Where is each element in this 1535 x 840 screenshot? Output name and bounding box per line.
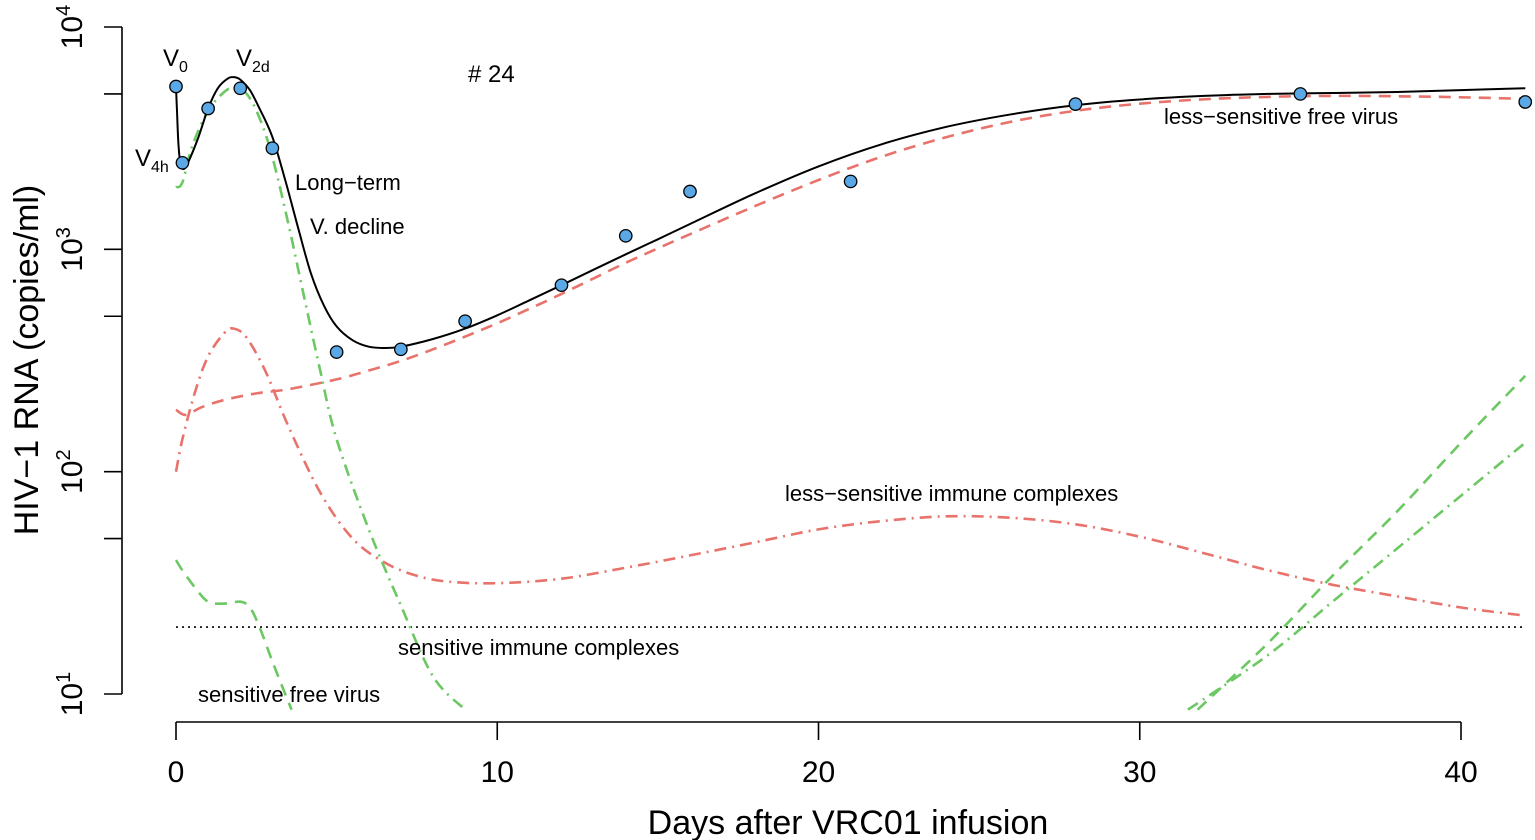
y-tick-label: 103 bbox=[53, 227, 89, 271]
data-point bbox=[175, 155, 190, 170]
v2d-main: V bbox=[236, 45, 252, 72]
x-tick-label: 0 bbox=[168, 756, 185, 789]
less-sensitive-free-virus-label: less−sensitive free virus bbox=[1164, 104, 1398, 129]
v4h-sub: 4h bbox=[151, 159, 169, 176]
data-point bbox=[618, 228, 633, 243]
x-axis-ticks: 0 10 20 30 40 bbox=[168, 722, 1478, 789]
series-line-less-sensitive-free-virus bbox=[175, 94, 1526, 417]
data-point bbox=[1293, 87, 1308, 101]
v0-label: V0 bbox=[163, 45, 188, 76]
sensitive-free-virus-label: sensitive free virus bbox=[198, 682, 380, 707]
v4h-main: V bbox=[135, 145, 151, 172]
data-point bbox=[458, 314, 472, 329]
v2d-label: V2d bbox=[236, 45, 270, 76]
data-point bbox=[1068, 97, 1083, 111]
data-point bbox=[394, 342, 408, 357]
data-point bbox=[554, 278, 569, 293]
data-point bbox=[843, 174, 858, 189]
x-tick-label: 30 bbox=[1123, 756, 1156, 789]
x-tick-label: 20 bbox=[802, 756, 835, 789]
observed-points bbox=[169, 79, 1533, 359]
x-tick-label: 10 bbox=[481, 756, 514, 789]
data-point bbox=[169, 79, 183, 94]
sensitive-immune-complexes-label: sensitive immune complexes bbox=[398, 635, 679, 660]
v0-sub: 0 bbox=[179, 59, 188, 76]
x-axis-title: Days after VRC01 infusion bbox=[648, 804, 1049, 840]
v0-main: V bbox=[163, 45, 179, 72]
data-point bbox=[329, 345, 344, 359]
series-line-sensitive-free-virus-rebound- bbox=[1196, 374, 1527, 711]
y-tick-label: 101 bbox=[53, 672, 89, 717]
data-point bbox=[265, 141, 280, 156]
data-point bbox=[201, 101, 215, 116]
data-point bbox=[1518, 95, 1533, 109]
data-point bbox=[233, 81, 248, 96]
v2d-sub: 2d bbox=[252, 59, 270, 76]
series-line-sensitive-free-virus bbox=[174, 559, 293, 711]
data-point bbox=[683, 184, 697, 199]
long-term-label: Long−term bbox=[295, 170, 401, 195]
y-tick-label: 102 bbox=[53, 449, 89, 494]
v-decline-label: V. decline bbox=[310, 214, 405, 239]
less-sensitive-immune-complexes-label: less−sensitive immune complexes bbox=[785, 481, 1118, 506]
series-line-sensitive-immune-complexes-rebound- bbox=[1187, 441, 1527, 711]
y-axis-title: HIV−1 RNA (copies/ml) bbox=[8, 185, 46, 536]
chart-title: # 24 bbox=[468, 61, 515, 88]
y-tick-label: 104 bbox=[53, 5, 89, 50]
series-line-less-sensitive-immune-complexes bbox=[174, 327, 1526, 617]
v4h-label: V4h bbox=[135, 145, 169, 176]
x-tick-label: 40 bbox=[1444, 756, 1477, 789]
y-axis-ticks: 101 102 103 104 bbox=[53, 5, 122, 717]
